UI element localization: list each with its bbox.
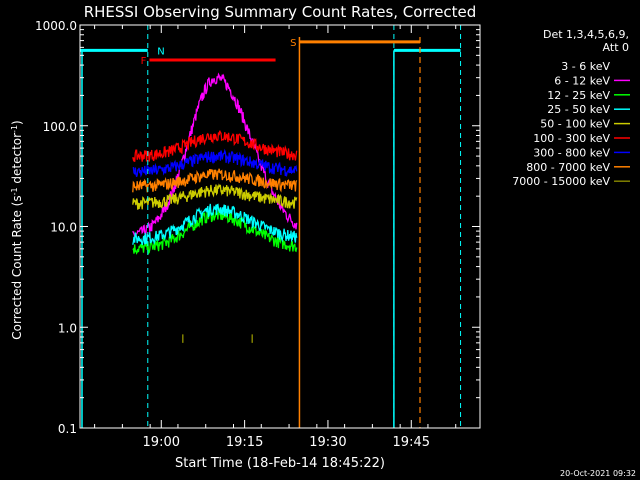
legend-entry-label: 12 - 25 keV — [547, 89, 610, 102]
plot-area: FN S — [80, 25, 462, 428]
flag-label-1: N — [157, 46, 164, 57]
y-tick-label: 1000.0 — [35, 19, 77, 33]
y-axis-label-part: ) — [10, 120, 24, 125]
flag-label-0: F — [141, 56, 147, 67]
x-tick-label: 19:15 — [226, 435, 263, 450]
y-axis-label-part: Corrected Count Rate (s — [10, 195, 24, 339]
x-tick-label: 19:45 — [393, 435, 430, 450]
x-axis-label: Start Time (18-Feb-14 18:45:22) — [175, 456, 385, 471]
axes: 0.1 1.0 10.0 100.0 1000.0 19:00 19:15 19:30 19:4… — [35, 19, 481, 450]
y-axis-label-exponent: -1 — [10, 125, 19, 133]
y-axis-label-part: detector — [10, 133, 24, 188]
series-line-2 — [132, 207, 298, 256]
legend-attenuator: Att 0 — [603, 41, 629, 54]
footer-timestamp: 20-Oct-2021 09:32 — [560, 469, 636, 478]
legend-entry-label: 300 - 800 keV — [533, 146, 610, 159]
legend-entry-label: 800 - 7000 keV — [526, 161, 610, 174]
y-tick-label: 10.0 — [50, 221, 77, 235]
y-tick-label: 0.1 — [58, 422, 77, 436]
series-line-3 — [132, 203, 298, 246]
y-axis-label-exponent: -1 — [10, 187, 19, 195]
x-tick-label: 19:00 — [143, 435, 180, 450]
legend-entry-label: 50 - 100 keV — [540, 118, 610, 131]
series-line-5 — [132, 130, 298, 163]
x-tick-label: 19:30 — [309, 435, 346, 450]
legend-entry-label: 25 - 50 keV — [547, 103, 610, 116]
flag-label-2: S — [290, 38, 296, 49]
legend-detectors: Det 1,3,4,5,6,9, — [543, 28, 629, 41]
legend-entry-label: 6 - 12 keV — [554, 74, 610, 87]
y-tick-label: 100.0 — [43, 120, 77, 134]
y-tick-label: 1.0 — [58, 321, 77, 335]
legend-entry-label: 100 - 300 keV — [533, 132, 610, 145]
chart-title: RHESSI Observing Summary Count Rates, Co… — [84, 3, 477, 21]
legend-entry-label: 3 - 6 keV — [561, 60, 610, 73]
y-axis-label: Corrected Count Rate (s-1 detector-1) — [10, 120, 24, 339]
series-line-7 — [132, 168, 298, 193]
series-line-4 — [132, 183, 298, 210]
series-line-6 — [132, 148, 298, 178]
legend-entry-label: 7000 - 15000 keV — [512, 175, 610, 188]
